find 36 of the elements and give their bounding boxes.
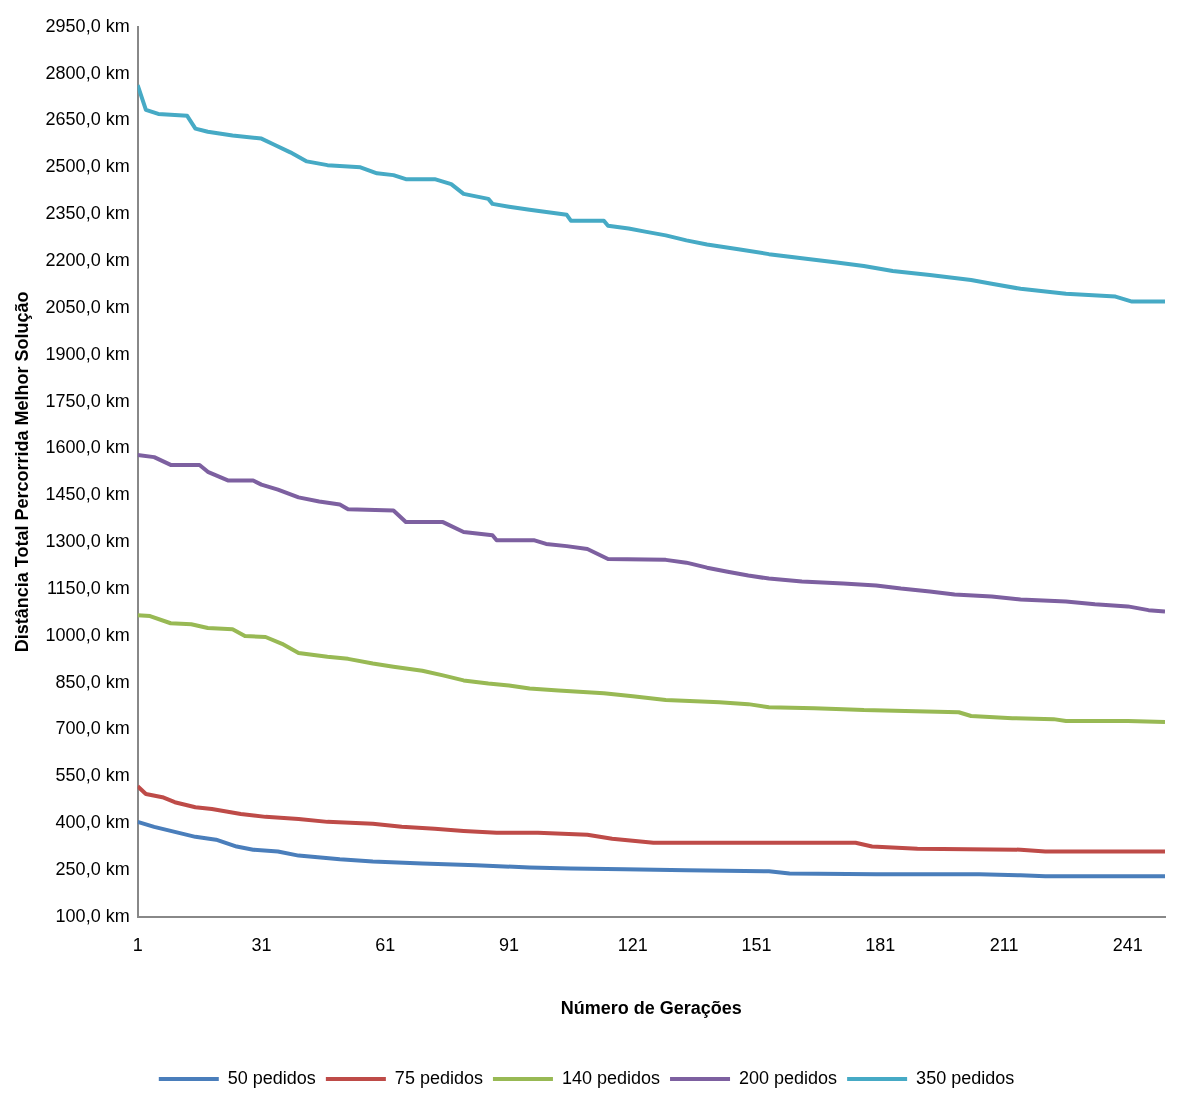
y-tick-label: 400,0 km	[55, 812, 130, 833]
y-tick-label: 1600,0 km	[45, 437, 130, 458]
x-tick-label: 181	[865, 934, 896, 955]
y-tick-label: 2350,0 km	[45, 203, 130, 224]
x-tick-label: 31	[251, 934, 272, 955]
y-tick-label: 2200,0 km	[45, 249, 130, 270]
y-tick-label: 850,0 km	[55, 671, 130, 692]
y-tick-label: 250,0 km	[55, 858, 130, 879]
x-tick-label: 241	[1112, 934, 1143, 955]
x-tick-label: 121	[617, 934, 648, 955]
y-tick-label: 2950,0 km	[45, 15, 130, 36]
y-tick-label: 2050,0 km	[45, 296, 130, 317]
y-tick-label: 2650,0 km	[45, 109, 130, 130]
y-tick-label: 1900,0 km	[45, 343, 130, 364]
x-tick-label: 1	[132, 934, 143, 955]
y-tick-label: 1300,0 km	[45, 531, 130, 552]
y-tick-label: 1450,0 km	[45, 484, 130, 505]
legend-label: 140 pedidos	[561, 1067, 661, 1088]
y-tick-label: 1000,0 km	[45, 624, 130, 645]
y-tick-label: 2800,0 km	[45, 62, 130, 83]
legend-label: 50 pedidos	[227, 1067, 316, 1088]
legend-label: 350 pedidos	[916, 1067, 1015, 1088]
x-tick-label: 61	[375, 934, 396, 955]
x-axis-title: Número de Gerações	[560, 998, 742, 1019]
y-tick-label: 2500,0 km	[45, 156, 130, 177]
y-axis-title: Distância Total Percorrida Melhor Solução	[11, 291, 32, 653]
y-tick-label: 700,0 km	[55, 718, 130, 739]
x-tick-label: 91	[498, 934, 519, 955]
legend-label: 75 pedidos	[394, 1067, 483, 1088]
y-tick-label: 550,0 km	[55, 765, 130, 786]
y-tick-label: 1750,0 km	[45, 390, 130, 411]
legend-label: 200 pedidos	[739, 1067, 838, 1088]
x-tick-label: 151	[741, 934, 772, 955]
x-tick-label: 211	[989, 934, 1019, 955]
y-tick-label: 1150,0 km	[46, 577, 130, 598]
y-tick-label: 100,0 km	[55, 905, 130, 926]
